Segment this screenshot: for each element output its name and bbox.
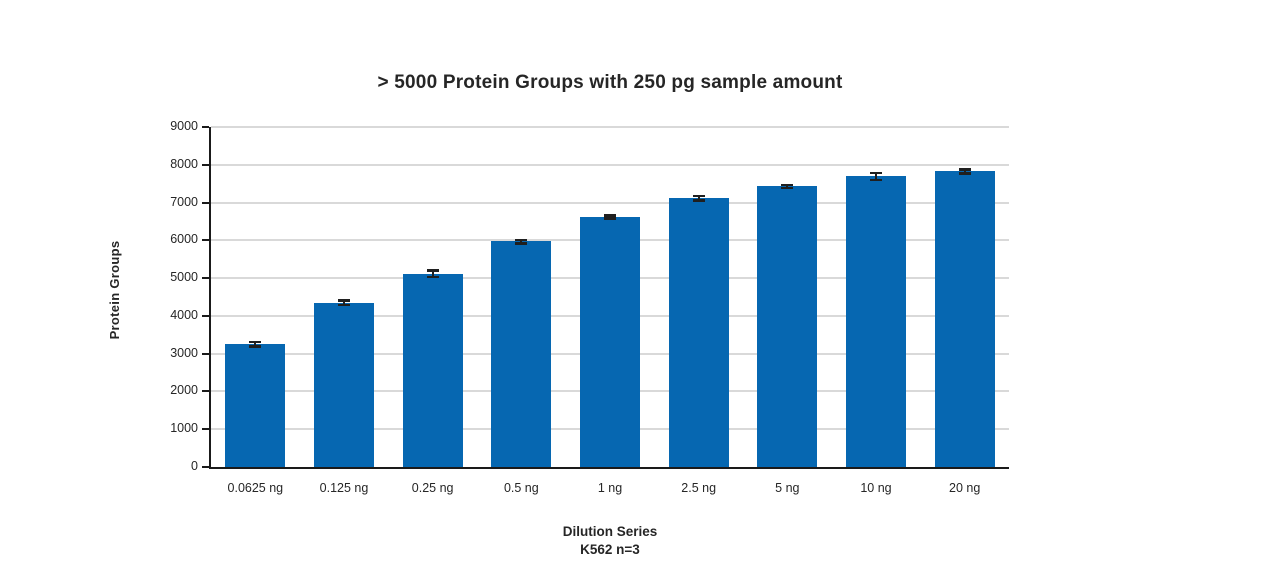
gridline-8000 [211, 163, 1009, 166]
gridline-9000 [211, 126, 1009, 128]
chart-title: > 5000 Protein Groups with 250 pg sample… [377, 72, 843, 93]
error-bar-cap-bottom-0.5-ng [515, 242, 528, 245]
error-bar-line-0.0625-ng [254, 341, 257, 347]
y-tick-mark-4000 [202, 314, 209, 317]
bar-2.5-ng [668, 198, 729, 467]
error-bar-cap-bottom-1-ng [604, 217, 616, 220]
x-tick-label-10-ng: 10 ng [860, 481, 892, 495]
bar-0.5-ng [491, 241, 552, 467]
error-bar-cap-top-0.0625-ng [249, 340, 262, 344]
error-bar-line-0.25-ng [431, 270, 434, 277]
error-bar-cap-top-10-ng [870, 171, 882, 175]
y-tick-label-9000: 9000 [170, 119, 198, 133]
x-tick-label-0.25-ng: 0.25 ng [411, 481, 454, 495]
error-bar-cap-bottom-0.125-ng [338, 303, 350, 307]
error-bar-cap-top-2.5-ng [692, 194, 705, 198]
y-tick-mark-7000 [202, 201, 209, 204]
bar-0.25-ng [402, 273, 463, 467]
bar-0.125-ng [314, 302, 374, 467]
y-tick-label-0: 0 [191, 459, 198, 473]
error-bar-line-1-ng [609, 215, 611, 219]
y-tick-label-2000: 2000 [170, 383, 198, 398]
error-bar-cap-top-20-ng [958, 168, 971, 171]
error-bar-cap-top-0.125-ng [338, 299, 350, 302]
y-tick-label-7000: 7000 [170, 194, 198, 209]
error-bar-line-20-ng [963, 169, 966, 174]
error-bar-cap-top-1-ng [604, 214, 616, 217]
x-tick-label-0.5-ng: 0.5 ng [503, 481, 539, 495]
error-bar-cap-top-5-ng [781, 183, 794, 187]
error-bar-cap-bottom-0.0625-ng [249, 345, 262, 348]
y-axis-line [209, 127, 211, 469]
error-bar-line-0.5-ng [520, 239, 523, 244]
x-tick-label-2.5-ng: 2.5 ng [681, 481, 717, 495]
y-tick-label-3000: 3000 [170, 345, 198, 360]
error-bar-cap-bottom-10-ng [870, 178, 882, 181]
y-tick-label-1000: 1000 [170, 421, 198, 436]
bar-20-ng [934, 171, 995, 467]
x-tick-label-0.0625-ng: 0.0625 ng [227, 481, 284, 495]
bar-5-ng [757, 186, 818, 467]
x-axis-title: Dilution Series [562, 524, 658, 539]
error-bar-cap-top-0.25-ng [426, 269, 439, 272]
y-tick-mark-5000 [202, 277, 209, 280]
bar-10-ng [846, 176, 906, 467]
error-bar-cap-bottom-2.5-ng [692, 199, 705, 202]
x-tick-label-20-ng: 20 ng [949, 481, 981, 495]
x-tick-label-5-ng: 5 ng [775, 481, 800, 495]
x-tick-label-1-ng: 1 ng [597, 481, 623, 495]
y-axis-label: Protein Groups [107, 240, 122, 340]
y-tick-mark-2000 [202, 390, 209, 393]
error-bar-cap-bottom-20-ng [958, 172, 971, 175]
gridline-7000 [211, 201, 1009, 204]
y-tick-label-6000: 6000 [170, 232, 198, 247]
y-tick-label-5000: 5000 [170, 270, 198, 285]
y-tick-label-8000: 8000 [170, 156, 198, 171]
error-bar-cap-bottom-5-ng [781, 186, 794, 190]
error-bar-line-0.125-ng [343, 300, 345, 305]
plot-area [209, 126, 1009, 469]
error-bar-cap-bottom-0.25-ng [426, 275, 439, 279]
error-bar-line-2.5-ng [697, 195, 700, 201]
y-tick-mark-6000 [202, 239, 209, 242]
x-tick-label-0.125-ng: 0.125 ng [319, 481, 369, 495]
y-tick-mark-1000 [202, 428, 209, 431]
error-bar-line-10-ng [875, 172, 877, 180]
bar-1-ng [580, 216, 640, 467]
bar-0.0625-ng [225, 344, 286, 467]
x-axis-subtitle: K562 n=3 [580, 542, 640, 557]
error-bar-cap-top-0.5-ng [515, 238, 528, 242]
y-tick-mark-0 [202, 466, 209, 468]
error-bar-line-5-ng [786, 184, 789, 188]
y-tick-mark-3000 [202, 352, 209, 355]
x-axis-line [209, 467, 1009, 469]
y-tick-mark-9000 [202, 126, 209, 128]
y-tick-mark-8000 [202, 163, 209, 166]
y-tick-label-4000: 4000 [170, 307, 198, 322]
